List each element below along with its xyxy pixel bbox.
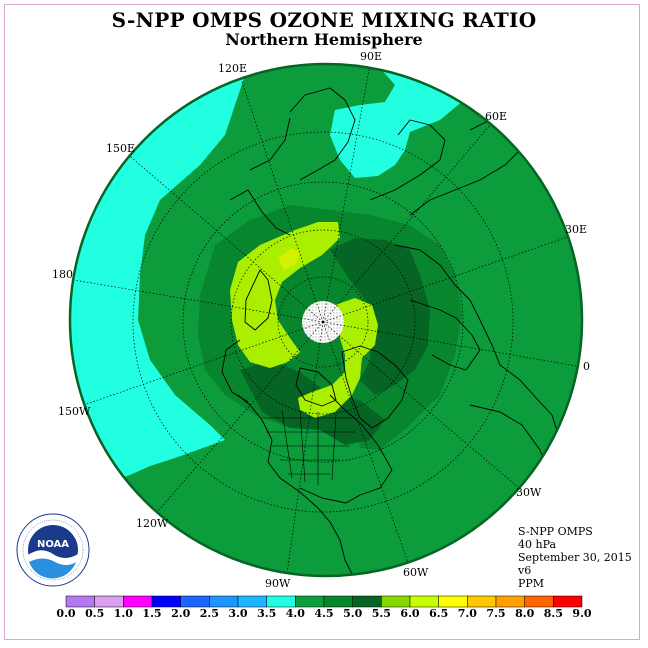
lon-label-150e: 150E: [106, 142, 136, 155]
colorbar-tick-label: 6.0: [400, 607, 420, 620]
colorbar-tick-label: 0.5: [85, 607, 105, 620]
ozone-region-darkest-green: [330, 238, 430, 395]
graticule: [70, 64, 582, 576]
lon-label-90w: 90W: [265, 577, 291, 590]
lon-label-60w: 60W: [403, 566, 429, 579]
colorbar-tick-label: 2.0: [171, 607, 191, 620]
colorbar-tick-label: 8.0: [515, 607, 535, 620]
colorbar-tick-label: 3.5: [257, 607, 277, 620]
lon-label-120e: 120E: [218, 62, 248, 75]
lon-label-30e: 30E: [565, 223, 588, 236]
lon-label-90e: 90E: [360, 50, 383, 63]
lon-label-180: 180: [52, 268, 73, 281]
colorbar-tick-label: 7.5: [486, 607, 506, 620]
noaa-logo-text: NOAA: [37, 539, 69, 550]
colorbar-tick-label: 7.0: [457, 607, 477, 620]
plot-frame: [4, 4, 640, 640]
info-level: 40 hPa: [518, 538, 557, 551]
map-title: S-NPP OMPS OZONE MIXING RATIO: [111, 8, 537, 32]
colorbar-tick-label: 4.0: [285, 607, 305, 620]
noaa-logo: NOAA: [16, 513, 90, 587]
colorbar-tick-label: 1.0: [113, 607, 133, 620]
colorbar-tick-label: 4.5: [314, 607, 334, 620]
ozone-region-cyan-north: [295, 64, 582, 178]
map-boundary: [68, 62, 584, 578]
state-borders: [262, 409, 356, 485]
colorbar-tick-label: 8.5: [543, 607, 563, 620]
map-subtitle: Northern Hemisphere: [225, 30, 423, 49]
coastlines: [221, 87, 561, 576]
colorbar-tick-label: 3.0: [228, 607, 248, 620]
lon-label-150w: 150W: [58, 405, 91, 418]
colorbar-tick-label: 9.0: [572, 607, 592, 620]
ozone-region-lime-arc: [230, 222, 340, 368]
colorbar-tick-label: 5.0: [343, 607, 363, 620]
lon-label-60e: 60E: [485, 110, 508, 123]
info-units: PPM: [518, 577, 545, 590]
lon-label-120w: 120W: [136, 517, 169, 530]
lon-label-0: 0: [583, 360, 590, 373]
colorbar-tick-label: 0.0: [56, 607, 76, 620]
info-instrument: S-NPP OMPS: [518, 525, 593, 538]
ozone-region-yellow-lime: [278, 248, 300, 270]
colorbar-tick-label: 6.5: [429, 607, 449, 620]
colorbar-tick-label: 1.5: [142, 607, 162, 620]
lon-label-30w: 30W: [516, 486, 542, 499]
colorbar-tick-label: 2.5: [199, 607, 219, 620]
info-date: September 30, 2015: [518, 551, 632, 564]
colorbar-tick-label: 5.5: [371, 607, 391, 620]
info-version: v6: [518, 564, 532, 577]
info-block: S-NPP OMPS 40 hPa September 30, 2015 v6 …: [518, 525, 632, 590]
